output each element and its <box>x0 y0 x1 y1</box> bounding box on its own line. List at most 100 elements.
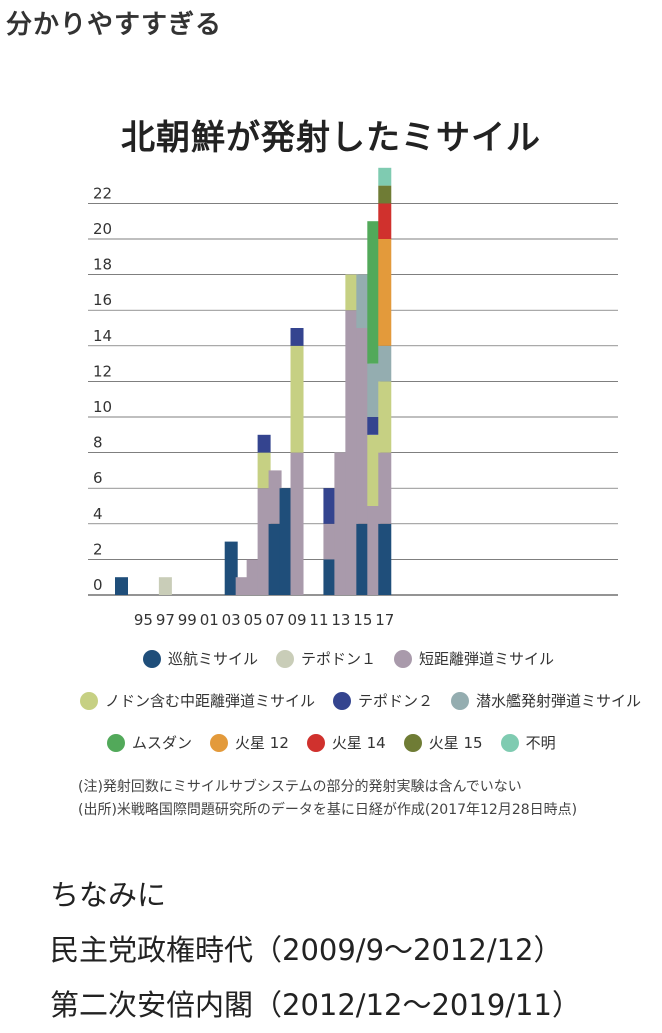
legend-label: ムスダン <box>132 734 193 752</box>
bar-segment <box>378 167 392 186</box>
x-tick-label: 05 <box>244 611 263 629</box>
x-tick-label: 17 <box>375 611 394 629</box>
chart-container: 北朝鮮が発射したミサイル 0 2 4 6 8 10 12 14 16 18 20 22 95 97 99 01… <box>0 90 662 850</box>
bar-segment <box>257 452 271 489</box>
legend-item: 火星 14 <box>306 732 386 753</box>
bar-segment <box>367 506 381 595</box>
bar-segment <box>323 559 337 595</box>
bar-segment <box>345 310 359 595</box>
bar-segment <box>356 523 370 595</box>
x-tick-label: 01 <box>200 611 219 629</box>
chart-notes: (注)発射回数にミサイルサブシステムの部分的発射実験は含んでいない (出所)米戦… <box>78 776 577 822</box>
bar-segment <box>356 274 370 328</box>
bar-segment <box>268 470 282 524</box>
legend-swatch <box>210 733 229 752</box>
legend-row: 巡航ミサイル テポドン１ 短距離弾道ミサイル <box>143 648 572 669</box>
legend-label: 巡航ミサイル <box>168 650 259 668</box>
legend-item: 火星 15 <box>403 732 483 753</box>
legend-item: 火星 12 <box>210 732 289 753</box>
footer-line: ちなみに <box>50 878 167 912</box>
footer-line: 第二次安倍内閣（2012/12〜2019/11） <box>50 988 581 1022</box>
source-line: (出所)米戦略国際問題研究所のデータを基に日経が作成(2017年12月28日時点… <box>78 802 578 818</box>
bar-segment <box>378 203 392 239</box>
legend-item: 巡航ミサイル <box>143 648 258 669</box>
bar-segment <box>235 577 249 595</box>
legend-label: 潜水艦発射弾道ミサイル <box>476 692 642 710</box>
y-tick-label: 2 <box>93 540 103 558</box>
bar-segment <box>323 488 337 524</box>
bar-segment <box>378 239 392 346</box>
bar-segment <box>378 185 392 204</box>
bar-segment <box>378 452 392 524</box>
x-tick-label: 95 <box>134 611 153 629</box>
bar-segment <box>345 274 359 311</box>
page-headline: 分かりやすすぎる <box>6 10 223 40</box>
x-tick-label: 15 <box>353 611 372 629</box>
bar-segment <box>323 523 337 560</box>
legend-swatch <box>276 649 295 668</box>
bar-segment <box>378 523 392 595</box>
bar-segment <box>367 221 381 364</box>
legend-label: 火星 15 <box>428 734 483 752</box>
bar-segment <box>378 381 392 453</box>
bar-segment <box>378 345 392 382</box>
legend-item: 不明 <box>500 732 556 753</box>
legend-swatch <box>500 733 519 752</box>
bar-segment <box>246 559 260 595</box>
note-line: (注)発射回数にミサイルサブシステムの部分的発射実験は含んでいない <box>78 779 522 795</box>
legend-swatch <box>333 691 352 710</box>
legend-swatch <box>403 733 422 752</box>
y-tick-label: 16 <box>93 291 112 309</box>
y-tick-label: 8 <box>93 434 103 452</box>
y-tick-label: 20 <box>93 220 112 238</box>
legend-swatch <box>107 733 125 752</box>
bar-segment <box>115 577 128 595</box>
chart-title: 北朝鮮が発射したミサイル <box>121 118 541 158</box>
y-tick-label: 14 <box>93 327 112 345</box>
footer-text: ちなみに 民主党政権時代（2009/9〜2012/12） 第二次安倍内閣（201… <box>50 868 581 1033</box>
legend-swatch <box>394 649 413 668</box>
bar-segment <box>367 434 381 506</box>
bar-segment <box>257 488 271 595</box>
x-tick-label: 11 <box>309 611 328 629</box>
legend-item: テポドン１ <box>276 648 376 669</box>
bar-segment <box>268 523 282 595</box>
bar-segment <box>290 452 304 595</box>
bar-segment <box>290 345 304 453</box>
bar-segment <box>290 328 304 346</box>
legend-label: テポドン１ <box>301 650 377 668</box>
y-tick-label: 4 <box>93 505 103 523</box>
legend-row: ムスダン 火星 12 火星 14 火星 15 不明 <box>107 732 574 753</box>
y-tick-label: 22 <box>93 184 112 202</box>
y-tick-label: 0 <box>93 576 103 594</box>
legend-swatch <box>143 649 161 668</box>
bar-segment <box>367 363 381 417</box>
bar-segment <box>367 417 381 435</box>
y-tick-label: 10 <box>93 398 112 416</box>
legend-label: ノドン含む中距離弾道ミサイル <box>105 692 316 710</box>
bar-segment <box>257 434 271 453</box>
footer-line: 民主党政権時代（2009/9〜2012/12） <box>50 933 563 967</box>
x-tick-label: 07 <box>266 611 285 629</box>
legend-row: ノドン含む中距離弾道ミサイル テポドン２ 潜水艦発射弾道ミサイル <box>80 690 659 711</box>
legend-label: 火星 12 <box>235 734 289 752</box>
y-tick-label: 6 <box>93 469 103 487</box>
bar-segment <box>158 577 172 595</box>
legend-item: ノドン含む中距離弾道ミサイル <box>80 690 315 711</box>
legend-swatch <box>306 733 325 752</box>
legend-label: 短距離弾道ミサイル <box>419 650 555 668</box>
y-tick-label: 18 <box>93 256 112 274</box>
x-tick-label: 03 <box>222 611 241 629</box>
legend-label: テポドン２ <box>358 692 434 710</box>
bar-segment <box>224 541 238 595</box>
legend-item: 潜水艦発射弾道ミサイル <box>451 690 641 711</box>
x-tick-label: 99 <box>178 611 197 629</box>
legend-label: 火星 14 <box>331 734 386 752</box>
legend-item: ムスダン <box>107 732 192 753</box>
bar-segment <box>334 452 348 595</box>
bar-segment <box>356 328 370 524</box>
x-tick-label: 13 <box>331 611 350 629</box>
bar-segment <box>279 488 293 595</box>
y-tick-label: 12 <box>93 362 112 380</box>
